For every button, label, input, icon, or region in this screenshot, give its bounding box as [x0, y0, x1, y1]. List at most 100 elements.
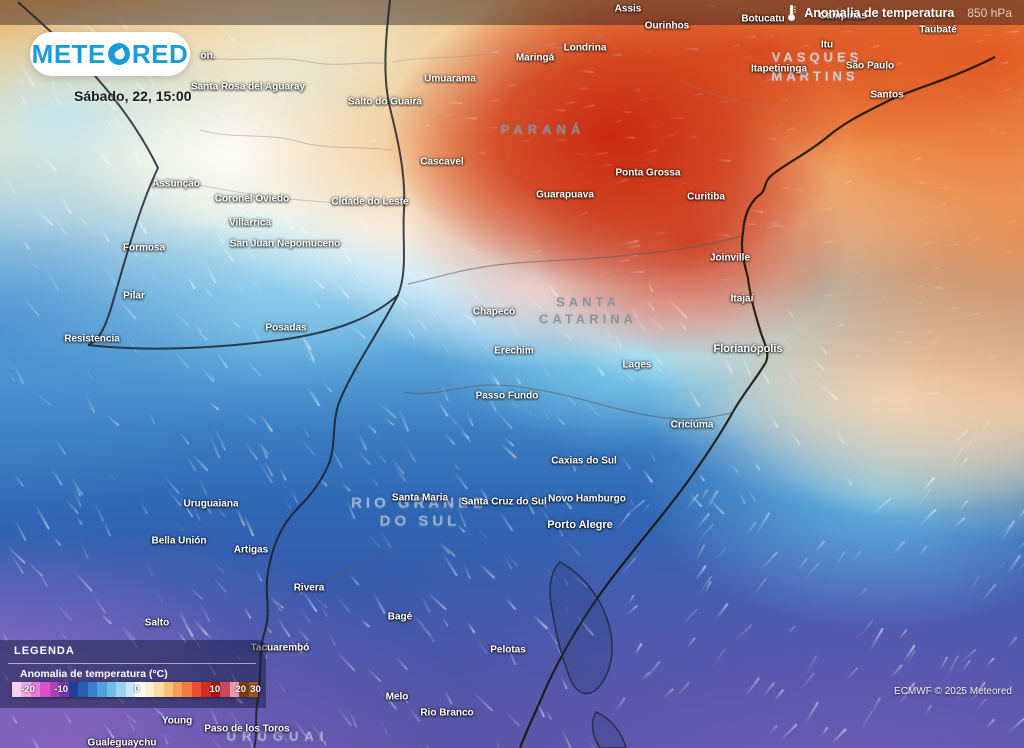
city-label: Chapecó [472, 306, 516, 318]
city-label: Salto do Guairá [348, 96, 422, 108]
city-label: Porto Alegre [547, 519, 613, 531]
city-label: Bella Unión [151, 535, 207, 547]
attribution: ECMWF © 2025 Meteored [894, 686, 1012, 697]
city-label: Itajaí [730, 293, 754, 305]
legend-color-cell [68, 682, 79, 697]
city-label: Salto [144, 617, 170, 629]
legend-color-cell [78, 682, 88, 697]
city-label: Guarapuava [536, 189, 594, 201]
city-label: Caxias do Sul [551, 455, 617, 467]
city-label: Santa Cruz do Sul [461, 496, 547, 508]
legend-color-cell [87, 682, 98, 697]
city-label: Bagé [387, 611, 413, 623]
city-label: Rio Branco [420, 707, 474, 719]
city-label: Coronel Oviedo [214, 193, 290, 205]
region-label: MARTINS [771, 68, 859, 84]
legend-divider [8, 663, 256, 664]
city-label: Itapetininga [750, 63, 808, 75]
map-variable-header: Anomalia de temperatura 850 hPa [786, 0, 1012, 25]
city-label: São Paulo [845, 60, 895, 72]
city-label: Young [161, 715, 193, 727]
city-label: Cidade do Leste [331, 196, 409, 208]
city-label: Artigas [233, 544, 269, 556]
legend-panel: LEGENDA Anomalia de temperatura (°C) -20… [0, 640, 266, 708]
legend-color-cell [239, 682, 249, 697]
city-label: Ourinhos [644, 20, 690, 32]
city-label: Lages [622, 359, 652, 371]
legend-scale-title: Anomalia de temperatura (°C) [20, 668, 168, 680]
legend-color-cell [210, 682, 221, 697]
logo-text-post: RED [131, 39, 189, 69]
legend-tick-label: -10 [54, 684, 69, 695]
city-label: Botucatu [741, 13, 785, 25]
region-label: VASQUES [771, 49, 863, 65]
city-label: Londrina [563, 42, 607, 54]
city-label: Rivera [293, 582, 325, 594]
legend-color-cell [144, 682, 155, 697]
forecast-datetime: Sábado, 22, 15:00 [74, 88, 192, 104]
city-label: ón. [200, 50, 216, 62]
pressure-level-label: 850 hPa [967, 5, 1012, 20]
city-label: Melo [385, 691, 409, 703]
city-label: Posadas [265, 322, 307, 334]
city-label: Itu [820, 39, 834, 51]
city-label: Criciúma [670, 419, 714, 431]
city-label: Gualeguaychu [87, 737, 157, 748]
city-label: Santa Maria [391, 492, 449, 504]
legend-color-cell [182, 682, 192, 697]
legend-color-cell [40, 682, 50, 697]
city-label: Resistencia [64, 333, 120, 345]
city-label: Pilar [123, 290, 145, 302]
legend-color-cell [229, 682, 240, 697]
legend-color-cell [116, 682, 126, 697]
legend-tick-label: 20 [235, 684, 247, 695]
city-label: Ponta Grossa [615, 167, 681, 179]
city-label: Pelotas [490, 644, 526, 656]
map-variable-title: Anomalia de temperatura [804, 5, 955, 20]
legend-color-cell [21, 682, 31, 697]
legend-color-cell [201, 682, 211, 697]
legend-color-cell [135, 682, 145, 697]
logo-text-pre: METE [31, 39, 106, 69]
legend-color-cell [106, 682, 117, 697]
meteored-logo-text: METE RED [32, 41, 189, 67]
legend-color-cell [30, 682, 41, 697]
legend-tick-label: 30 [250, 684, 261, 695]
region-label: DO SUL [379, 512, 461, 530]
legend-color-cell [97, 682, 107, 697]
city-label: Erechim [494, 345, 534, 357]
city-label: Santa Rosa del Aguaray [190, 81, 306, 93]
city-label: Assunção [152, 178, 200, 190]
legend-color-cell [125, 682, 136, 697]
city-label: Taubaté [919, 24, 957, 36]
city-label: Novo Hamburgo [548, 493, 626, 505]
legend-color-cell [248, 682, 259, 697]
meteored-logo[interactable]: METE RED [30, 32, 190, 76]
region-label: URUGUAI [226, 728, 330, 744]
city-label: Passo Fundo [475, 390, 539, 402]
city-label: Assis [614, 3, 642, 15]
city-label: Maringá [515, 52, 555, 64]
city-label: Tacuarembó [250, 642, 310, 654]
legend-tick-label: -20 [21, 684, 35, 695]
legend-tick-label: 0 [134, 684, 140, 695]
region-label: RIO GRANDE [351, 494, 487, 512]
city-label: Formosa [122, 242, 166, 254]
region-label: SANTA [556, 294, 620, 310]
legend-color-cell [172, 682, 183, 697]
city-label: Curitiba [687, 191, 725, 203]
legend-color-cell [163, 682, 173, 697]
water-drop-icon [107, 43, 130, 65]
city-label: Florianópolis [713, 343, 783, 355]
city-label: Umuarama [424, 73, 476, 85]
city-label: Paso de los Toros [204, 723, 290, 735]
legend-color-bar [12, 682, 259, 697]
city-label: Uruguaiana [183, 498, 239, 510]
legend-color-cell [59, 682, 69, 697]
legend-title: LEGENDA [14, 645, 75, 657]
legend-color-cell [12, 682, 22, 697]
legend-tick-label: 10 [209, 684, 221, 695]
